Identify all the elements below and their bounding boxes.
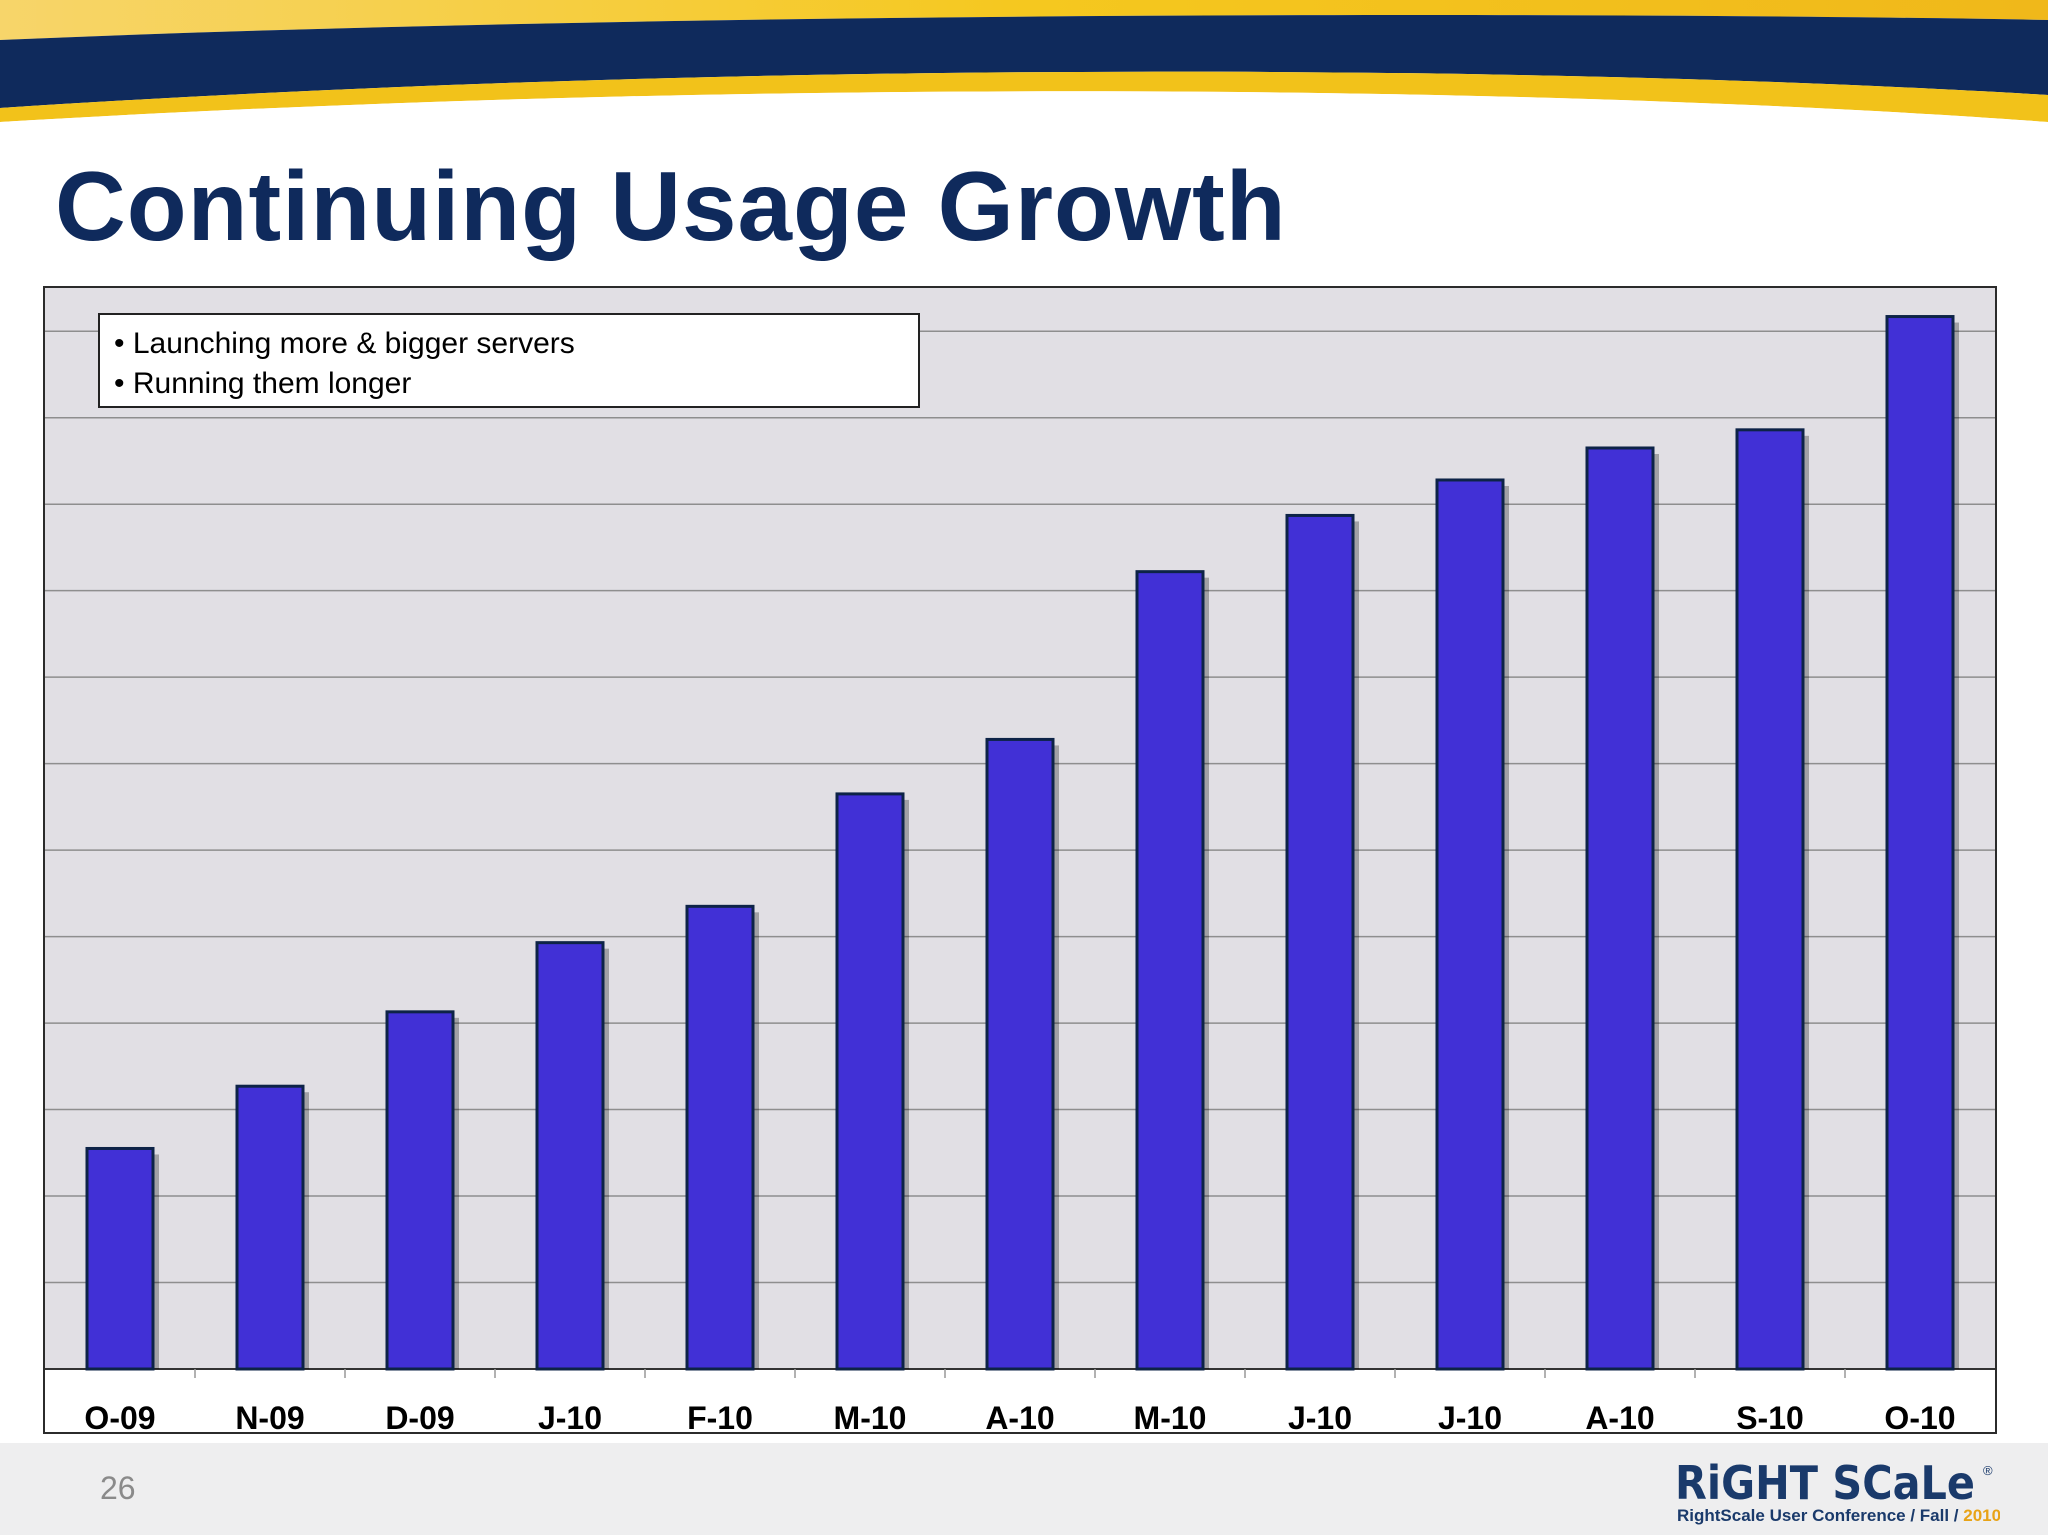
registered-mark: ®: [1983, 1463, 1993, 1478]
note-line: • Running them longer: [114, 367, 412, 400]
rightscale-logo: RiGHT SCaLe ® RightScale User Conference…: [1675, 1456, 2000, 1525]
bar: [385, 1010, 455, 1371]
footer-band: [0, 1443, 2048, 1535]
bar: [1135, 570, 1205, 1371]
x-tick-label: N-09: [235, 1400, 304, 1436]
x-tick-label: O-10: [1884, 1400, 1955, 1436]
slide-title: Continuing Usage Growth: [55, 151, 1287, 261]
bar: [835, 792, 905, 1371]
x-tick-label: D-09: [385, 1400, 454, 1436]
tagline-main: RightScale User Conference / Fall /: [1677, 1506, 1963, 1525]
x-tick-label: O-09: [84, 1400, 155, 1436]
logo-wordmark: RiGHT SCaLe: [1675, 1456, 1975, 1510]
x-tick-label: J-10: [1438, 1400, 1502, 1436]
x-tick-label: F-10: [687, 1400, 753, 1436]
note-line: • Launching more & bigger servers: [114, 327, 575, 360]
bar: [1585, 446, 1655, 1371]
bar: [1285, 513, 1355, 1371]
x-tick-label: A-10: [1585, 1400, 1654, 1436]
page-number: 26: [100, 1470, 136, 1506]
bar: [1885, 315, 1955, 1371]
x-tick-label: M-10: [834, 1400, 907, 1436]
x-tick-label: M-10: [1134, 1400, 1207, 1436]
x-tick-label: S-10: [1736, 1400, 1804, 1436]
x-tick-label: A-10: [985, 1400, 1054, 1436]
bar: [1435, 478, 1505, 1371]
x-tick-label: J-10: [538, 1400, 602, 1436]
bar: [685, 904, 755, 1371]
tagline-year: 2010: [1963, 1506, 2000, 1525]
bar: [85, 1146, 155, 1371]
bar: [535, 941, 605, 1371]
notes-box: • Launching more & bigger servers • Runn…: [98, 313, 920, 408]
bar: [985, 737, 1055, 1371]
bar: [235, 1084, 305, 1371]
x-tick-label: J-10: [1288, 1400, 1352, 1436]
bar: [1735, 428, 1805, 1371]
logo-tagline: RightScale User Conference / Fall / 2010: [1677, 1506, 2000, 1525]
header-banner: [0, 0, 2048, 130]
